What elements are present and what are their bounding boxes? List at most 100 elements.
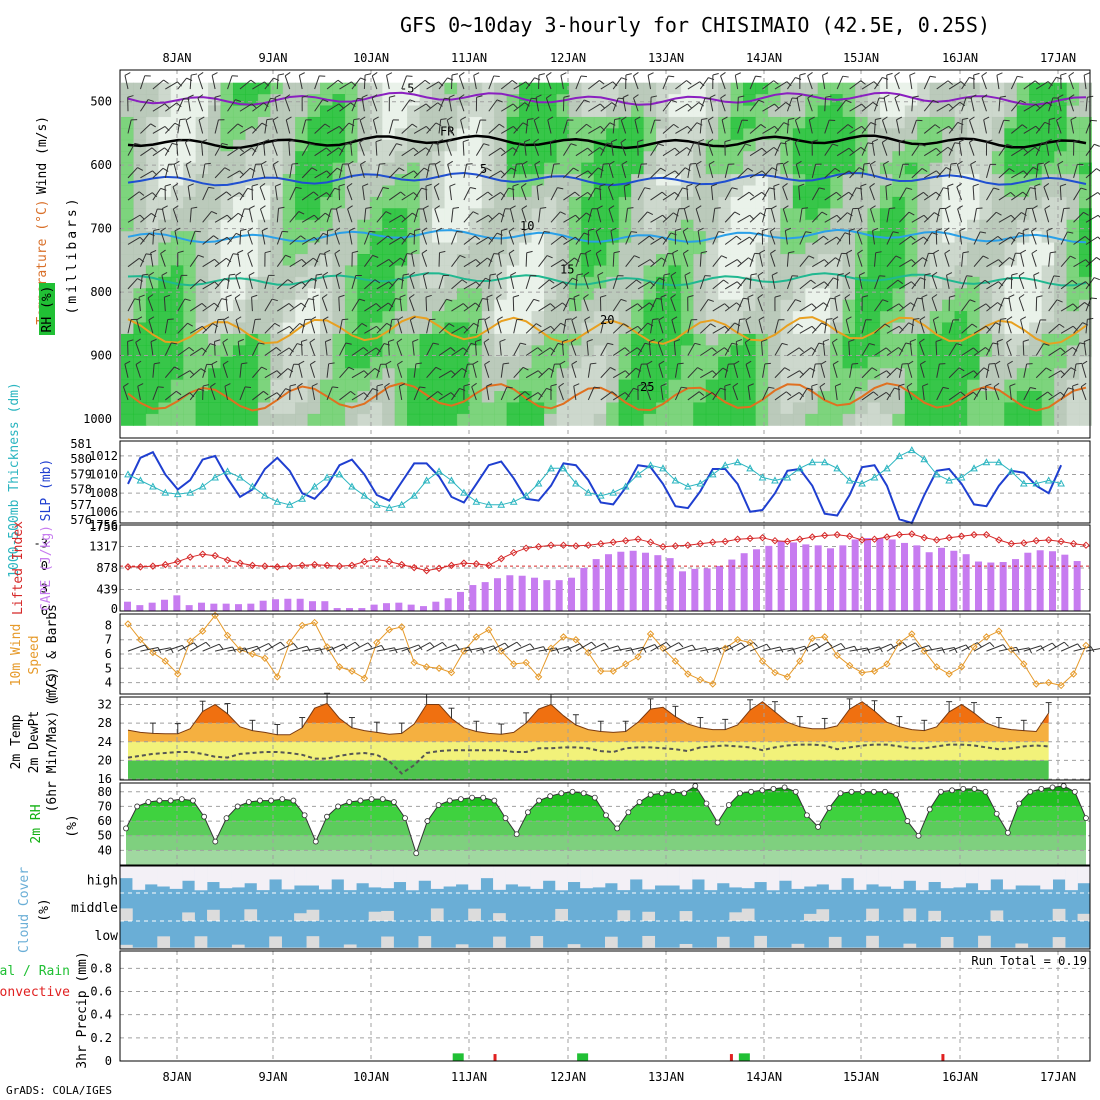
rh-shade-cell [344,94,358,107]
wind-barb [724,259,738,268]
wind-barb [811,211,823,223]
wind-barb [174,230,179,245]
wind-barb-flag [557,187,564,190]
rh-shade-cell [867,413,881,426]
cape-bar [888,539,896,611]
thickness-point [1032,479,1041,487]
wind-barb [301,214,315,223]
wind-barb [612,97,619,112]
rh-shade-cell [121,413,134,426]
rh-shade-cell [531,208,545,221]
rh-shade-cell [680,413,694,426]
rh-shade-cell [805,208,819,221]
rh-shade-cell [593,151,607,164]
wind-barb [922,385,925,400]
wind-barb-flag [870,205,876,210]
wind-barb [451,279,463,290]
wind-barb [996,75,1000,90]
rh-shade-cell [170,391,184,403]
li-point [373,555,381,564]
wind-barb [421,253,428,267]
rh-shade-cell [1041,196,1055,209]
wind-barb [998,214,1012,223]
rh-shade-cell [270,185,284,198]
wind-barb-flag [412,338,419,343]
rh-shade-cell [1016,368,1030,381]
wind-barb [782,208,788,223]
rh-shade-cell [917,208,931,221]
wind-barb-flag [762,228,769,231]
rh-shade-cell [133,345,147,358]
rh-shade-cell [1029,276,1043,289]
rh-shade-cell [942,356,956,369]
rh-shade-cell [830,254,844,266]
wind-barb [436,230,440,245]
rh-shade-cell [929,356,943,369]
wind-barb-flag [660,294,667,298]
wind-barb [326,230,329,245]
wind-barb [600,367,611,379]
wind-barb [886,208,890,223]
rh-shade-cell [158,208,172,221]
rh-shade-cell [817,288,831,301]
rh-shade-cell [718,311,732,324]
wind-barb-flag [501,228,508,231]
wind-barb-flag [497,316,503,321]
wind-barb-flag [352,250,359,254]
wind-barb-flag [338,183,345,187]
wind-barb-flag [674,339,681,343]
rh-shade-cell [232,333,246,346]
rh-shade-cell [344,151,358,164]
rh-shade-cell [208,333,222,346]
rh-shade-cell [1079,265,1092,278]
rh-shade-cell [1054,139,1068,152]
wind-barb [363,75,366,90]
wind-barb [376,322,388,334]
wind-barb [575,75,582,90]
li-point [398,560,406,569]
wind-barb-flag [150,123,156,128]
wind-barb [152,167,164,179]
wind-barb [849,387,857,401]
wind-barb-flag [483,338,490,343]
wind-barb-flag [423,205,429,210]
wind-barb [923,100,934,112]
wind-barb [771,275,776,289]
rh-shade-cell [780,311,794,324]
rh-shade-cell [668,139,682,152]
wind-barb [264,98,271,112]
rh-shade-cell [1079,219,1092,232]
rh-shade-cell [133,265,147,278]
rh-shade-cell [357,242,371,255]
wind-barb-flag [274,94,281,98]
cape-bar [740,553,748,611]
wind-barb [339,390,351,401]
rh-shade-cell [805,333,819,346]
wind-barb [338,186,341,201]
wind-barb [251,297,253,312]
isotherm-label: 5 [480,162,487,176]
wind-barb-flag [272,116,279,121]
wind-barb [782,186,788,201]
rh-shade-cell [680,231,694,244]
rh-shade-cell [444,231,458,244]
wind-barb [426,391,439,401]
rh-shade-cell [855,116,869,129]
rh-shade-cell [917,105,931,118]
wind-barb-flag [580,75,588,78]
rh-shade-cell [145,254,159,266]
wind-barb [650,167,661,179]
wind-barb-flag [1070,255,1076,260]
rh-shade-cell [643,208,657,221]
rh-shade-cell [631,105,645,118]
wind-barb-flag [223,316,230,321]
wind-barb-flag [724,303,730,309]
rh-shade-cell [1029,413,1043,426]
rh-shade-cell [369,116,383,129]
rh-shade-cell [830,82,844,95]
wind-barb-flag [473,72,480,76]
rh-shade-cell [655,413,669,426]
wind-barb [500,187,509,201]
wind-barb [237,252,241,267]
rh-shade-cell [282,242,296,255]
